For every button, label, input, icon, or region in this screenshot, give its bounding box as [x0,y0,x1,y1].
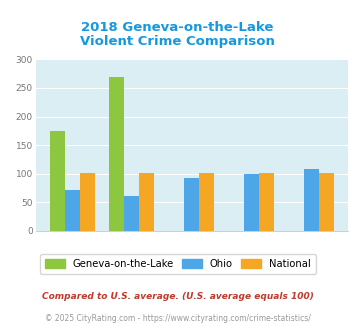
Bar [259,173,274,231]
Text: Violent Crime Comparison: Violent Crime Comparison [80,35,275,48]
Bar [199,173,214,231]
Text: © 2025 CityRating.com - https://www.cityrating.com/crime-statistics/: © 2025 CityRating.com - https://www.city… [45,314,310,323]
Bar [109,77,125,231]
Bar [80,173,94,231]
Bar [304,169,319,231]
Text: 2018 Geneva-on-the-Lake: 2018 Geneva-on-the-Lake [81,21,274,34]
Bar [244,174,259,231]
Legend: Geneva-on-the-Lake, Ohio, National: Geneva-on-the-Lake, Ohio, National [39,254,316,274]
Bar [125,196,140,231]
Bar [65,190,80,231]
Bar [140,173,154,231]
Bar [319,173,334,231]
Bar [184,178,199,231]
Bar [50,131,65,231]
Text: Compared to U.S. average. (U.S. average equals 100): Compared to U.S. average. (U.S. average … [42,292,313,301]
